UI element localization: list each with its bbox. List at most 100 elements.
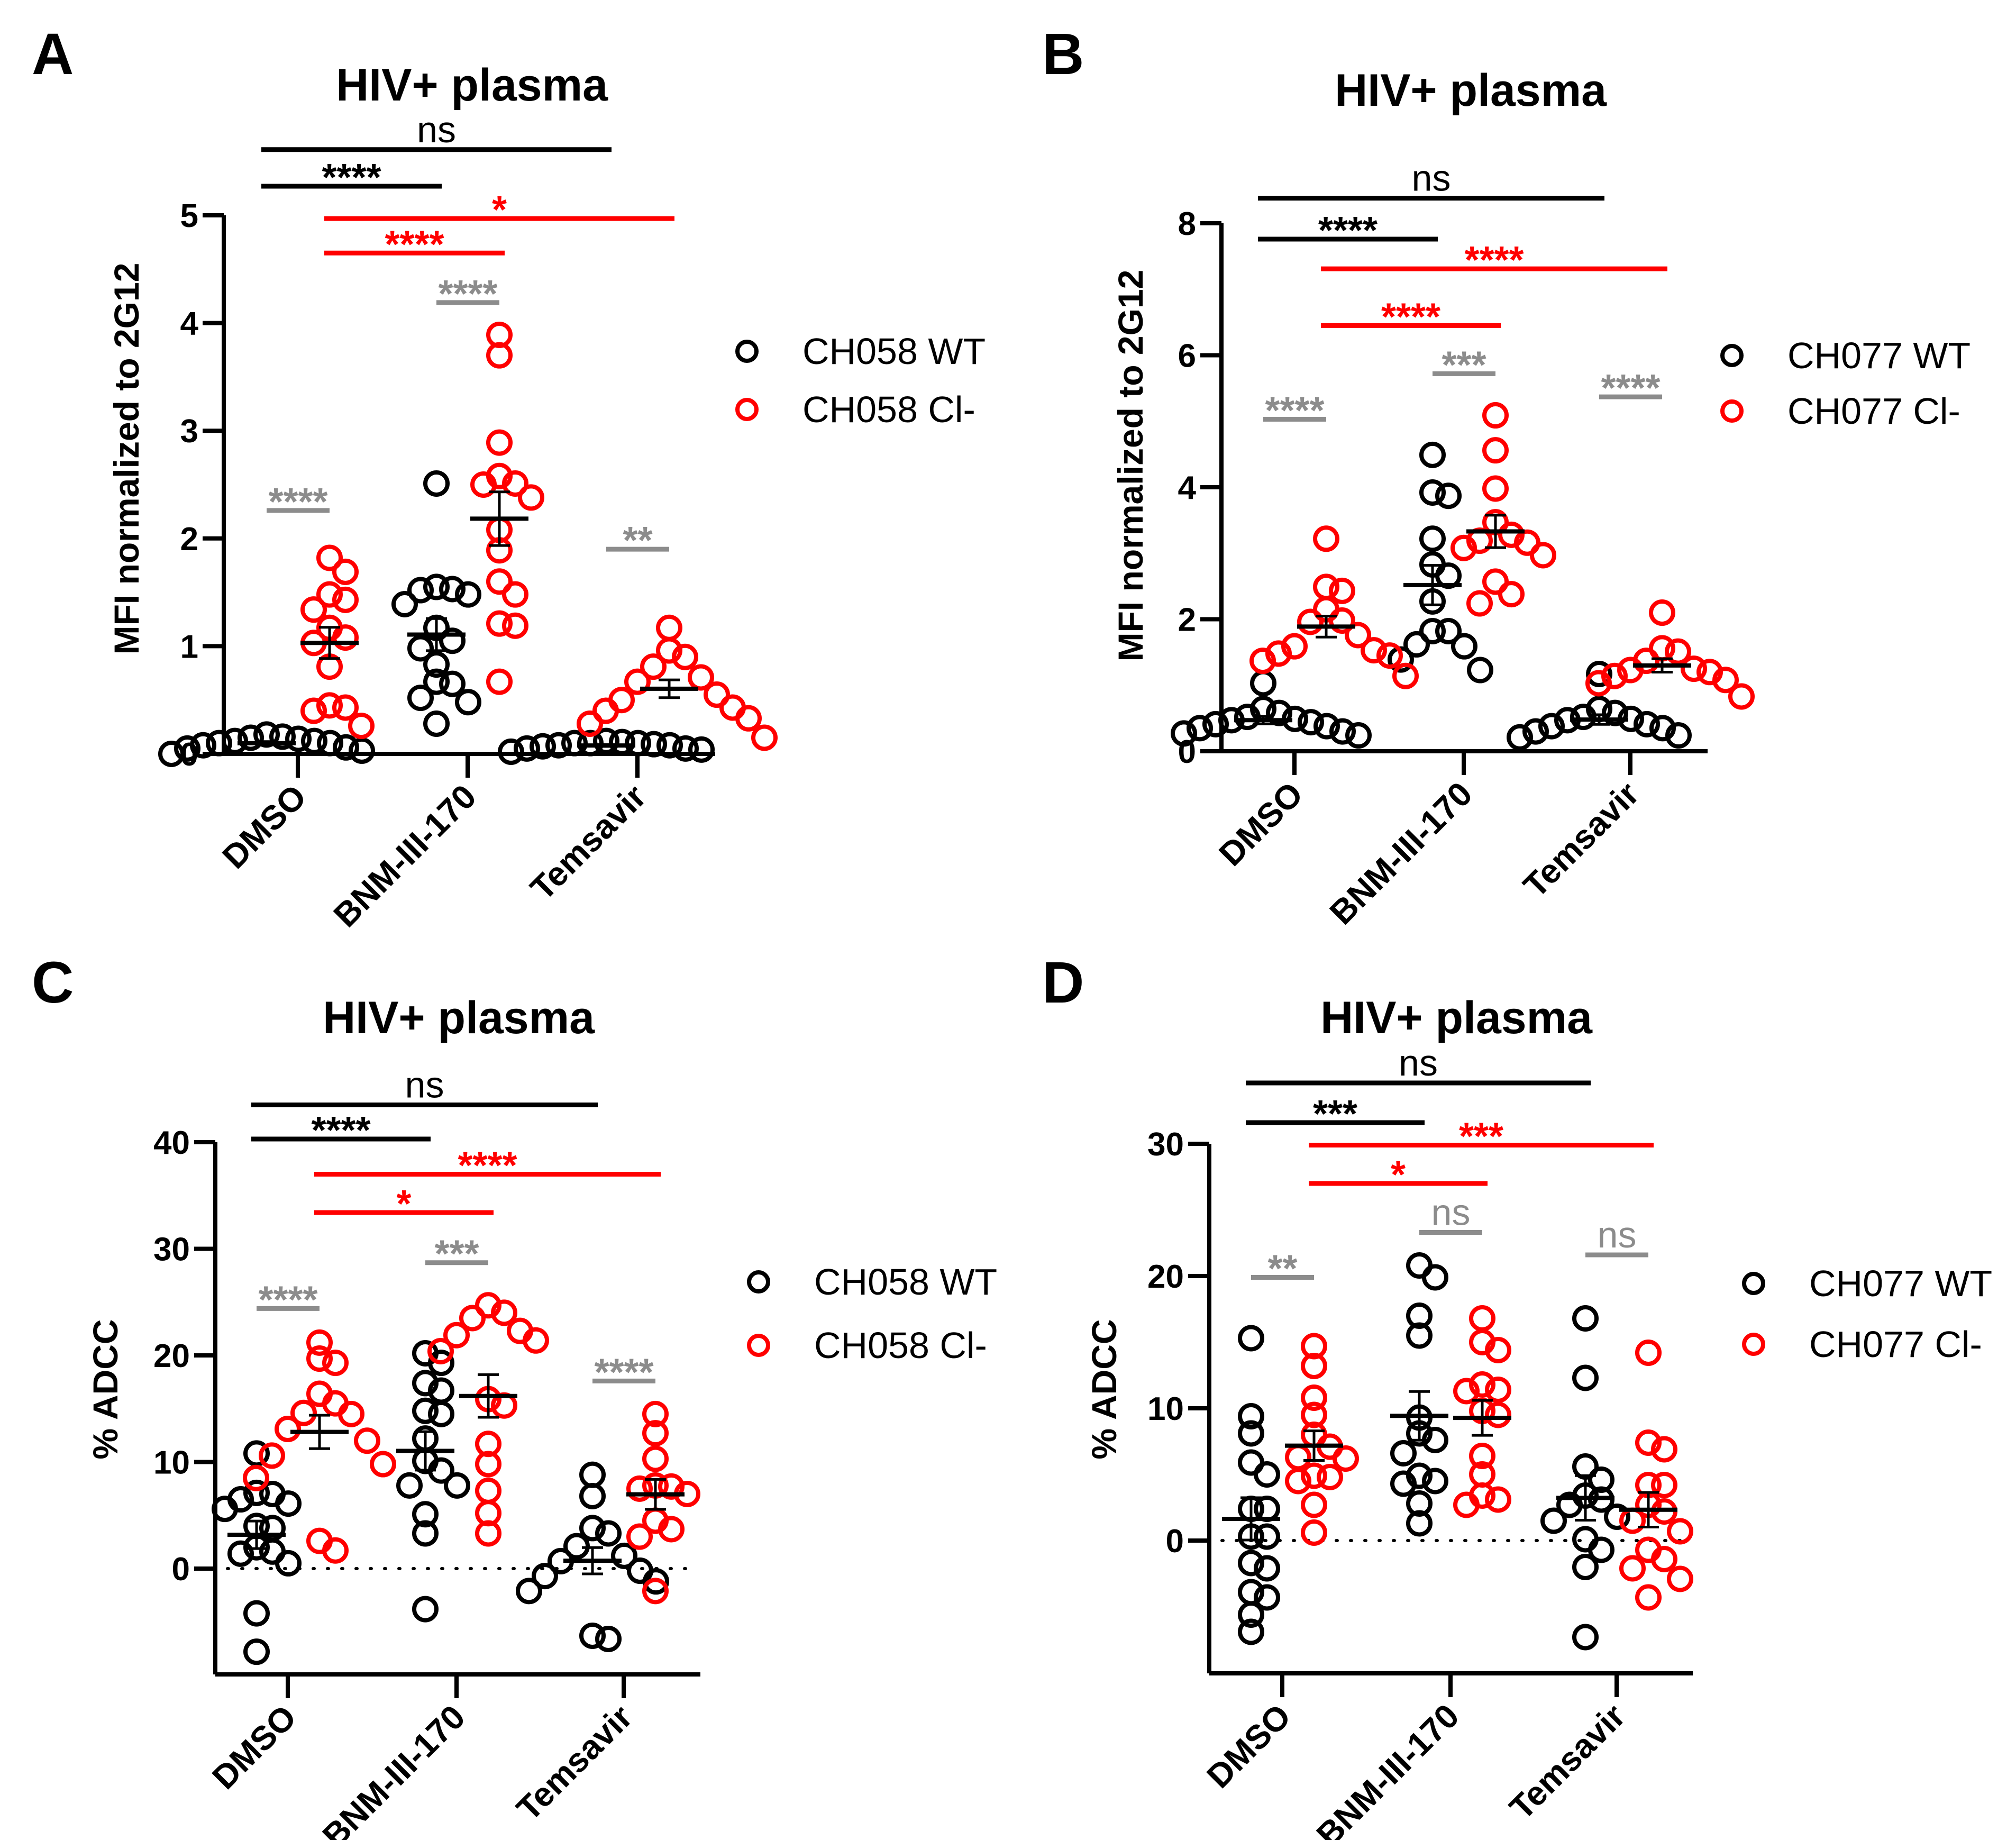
data-point [412, 1397, 439, 1424]
data-point [338, 1400, 364, 1427]
data-point [174, 735, 200, 762]
data-point [212, 1496, 238, 1523]
data-point [1482, 402, 1509, 429]
data-point [1403, 631, 1430, 658]
data-point [641, 731, 667, 758]
significance-label: * [492, 189, 507, 231]
significance-label: ns [1412, 158, 1451, 199]
x-tick-label: DMSO [215, 777, 314, 876]
data-point [1266, 699, 1292, 726]
data-point [498, 738, 524, 765]
data-point [1361, 637, 1387, 664]
data-point [545, 732, 572, 759]
data-point [439, 670, 466, 697]
y-tick-label: 20 [1147, 1259, 1184, 1295]
data-point [1514, 529, 1540, 556]
data-point [624, 668, 651, 695]
data-point [348, 713, 375, 740]
data-point [317, 730, 343, 757]
significance-label: ** [623, 520, 652, 562]
data-point [486, 568, 513, 595]
data-point [1485, 1337, 1511, 1363]
data-point [1665, 638, 1691, 665]
data-point [407, 577, 434, 604]
data-point [642, 1445, 669, 1472]
data-point [333, 734, 359, 761]
significance-label: *** [434, 1233, 479, 1276]
data-point [1329, 718, 1356, 745]
data-point [349, 737, 375, 764]
x-tick-label: BNM-III-170 [315, 1698, 472, 1840]
data-point [486, 342, 513, 369]
data-point [563, 1533, 590, 1560]
data-point [491, 1299, 517, 1326]
data-point [1297, 608, 1324, 635]
y-tick-label: 10 [1147, 1391, 1184, 1427]
data-point [1451, 633, 1477, 660]
data-point [1265, 640, 1292, 667]
data-point [1635, 1429, 1662, 1456]
y-tick-label: 4 [180, 306, 199, 342]
data-point [1619, 1555, 1646, 1582]
data-point [643, 1568, 669, 1595]
legend-marker [1720, 399, 1744, 423]
y-tick-label: 10 [153, 1445, 190, 1481]
data-point [1202, 711, 1229, 737]
data-point [1250, 670, 1276, 697]
data-point [1667, 1565, 1693, 1592]
data-point [1728, 683, 1755, 710]
data-point [1588, 1536, 1614, 1563]
data-point [306, 1345, 333, 1372]
data-point [1406, 1510, 1433, 1537]
data-point [1345, 622, 1371, 649]
data-point [1419, 525, 1446, 552]
data-point [1238, 1325, 1264, 1352]
data-point [455, 581, 481, 608]
x-tick-label: DMSO [205, 1698, 304, 1797]
legend-label: CH058 Cl- [814, 1325, 987, 1366]
data-point [470, 471, 497, 498]
legend-marker [735, 398, 759, 421]
y-axis-label: MFI normalized to 2G12 [1111, 270, 1150, 662]
chart-title: HIV+ plasma [323, 992, 595, 1043]
data-point [1254, 1461, 1280, 1488]
data-point [428, 1400, 454, 1427]
data-point [611, 1542, 637, 1569]
legend-marker [1742, 1333, 1765, 1356]
data-point [1390, 1440, 1417, 1466]
data-point [269, 723, 296, 750]
data-point [1254, 1496, 1280, 1522]
data-point [1317, 1464, 1343, 1490]
significance-label: * [1391, 1154, 1406, 1196]
data-point [1313, 713, 1340, 740]
data-point [751, 724, 778, 751]
data-point [206, 730, 232, 757]
data-point [1313, 525, 1339, 552]
data-point [1435, 617, 1462, 644]
data-point [579, 1482, 606, 1509]
data-point [1301, 1519, 1327, 1546]
data-point [523, 1327, 549, 1354]
chart-title: HIV+ plasma [1335, 65, 1607, 116]
data-point [1345, 722, 1372, 749]
data-point [428, 1350, 454, 1377]
data-point [1712, 667, 1739, 694]
data-point [1485, 1401, 1511, 1428]
data-point [640, 653, 667, 680]
data-point [1406, 1322, 1433, 1349]
data-point [1419, 441, 1446, 468]
significance-label: ns [1598, 1214, 1637, 1255]
y-tick-label: 5 [180, 198, 198, 234]
data-point [1238, 1550, 1264, 1577]
data-point [486, 429, 513, 456]
data-point [285, 725, 312, 752]
data-point [1301, 1491, 1327, 1518]
data-point [561, 730, 588, 757]
data-point [502, 581, 528, 608]
x-tick-label: BNM-III-170 [326, 777, 484, 934]
data-point [608, 687, 635, 714]
data-point [1570, 704, 1597, 731]
data-point [332, 586, 359, 613]
